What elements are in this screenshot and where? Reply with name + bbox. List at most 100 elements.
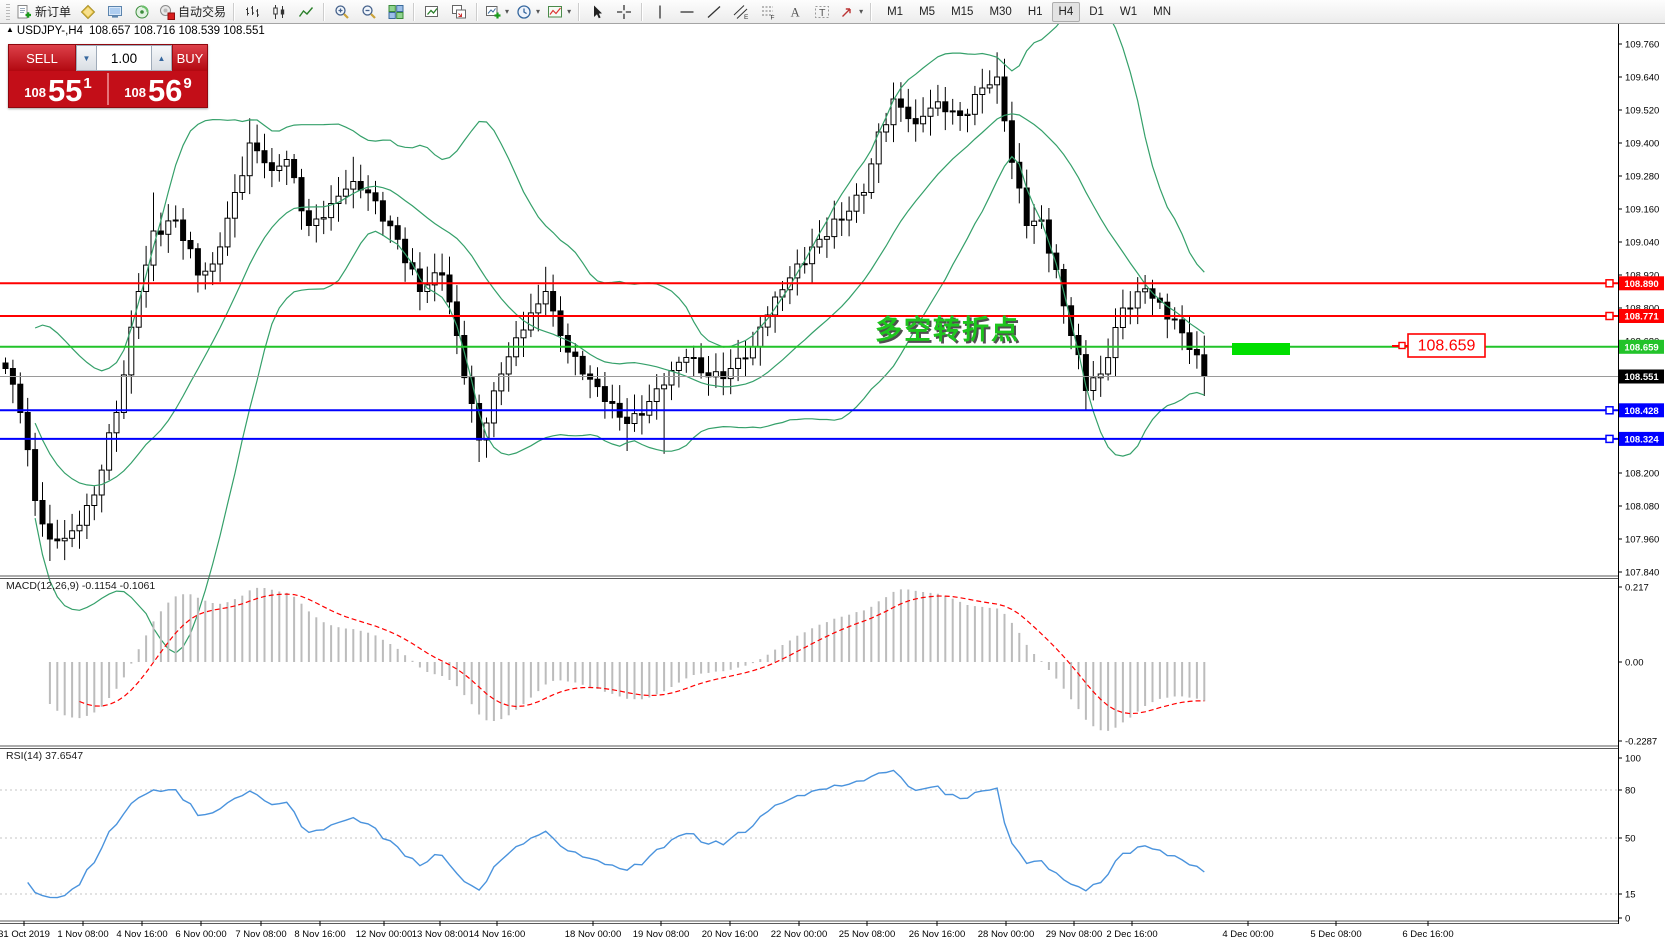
cascade-windows-button[interactable] [446,2,472,22]
timeframe-mn[interactable]: MN [1153,5,1172,18]
buy-price[interactable]: 108 56 9 [109,71,207,107]
horizontal-lines[interactable] [0,279,1618,444]
volume-value[interactable]: 1.00 [97,45,151,71]
equidistant-channel-tool-button[interactable]: E [728,2,754,22]
svg-text:-0.2287: -0.2287 [1625,737,1657,748]
indicators-button[interactable]: ▾ [544,2,574,22]
ohlc-values: 108.657 108.716 108.539 108.551 [88,25,265,37]
toolbar-separator [476,2,479,21]
one-click-trading-panel: SELL ▼ 1.00 ▲ BUY 108 55 1 108 56 9 [8,44,208,108]
svg-text:109.760: 109.760 [1625,40,1659,51]
arrange-windows-button[interactable] [419,2,445,22]
volume-decrease-button[interactable]: ▼ [76,45,97,71]
fibonacci-icon: F [762,6,775,20]
timeframe-toolbar: M1 M5 M15 M30 H1 H4 D1 W1 MN [880,1,1178,22]
panel-separators[interactable] [0,575,1618,924]
navigator-icon [135,5,149,18]
horizontal-line-icon [680,10,694,13]
svg-text:13 Nov 08:00: 13 Nov 08:00 [412,929,469,940]
collapse-arrow-icon[interactable]: ▲ [6,25,14,34]
candlestick-chart-button[interactable] [266,2,292,22]
svg-text:50: 50 [1625,834,1636,845]
svg-text:107.960: 107.960 [1625,535,1659,546]
rsi-value: 37.6547 [45,750,84,762]
svg-text:29 Nov 08:00: 29 Nov 08:00 [1046,929,1103,940]
fibonacci-tool-button[interactable]: F [755,2,781,22]
cursor-tool-button[interactable] [584,2,610,22]
svg-text:T: T [819,7,826,19]
svg-text:108.771: 108.771 [1624,312,1659,323]
svg-text:14 Nov 16:00: 14 Nov 16:00 [469,929,526,940]
timeframe-m15[interactable]: M15 [951,5,974,18]
svg-text:15: 15 [1625,890,1636,901]
autotrading-button[interactable]: 自动交易 [156,2,229,22]
bollinger-bands [34,0,1205,654]
market-watch-button[interactable] [102,2,128,22]
arrange-windows-icon [425,5,439,17]
zoom-out-icon [362,4,376,19]
svg-text:108.659: 108.659 [1418,338,1476,355]
bar-chart-icon [246,5,260,17]
toolbar-separator [578,2,581,21]
crosshair-tool-button[interactable] [611,2,637,22]
text-tool-button[interactable]: A [782,2,808,22]
svg-text:108.551: 108.551 [1624,372,1659,383]
macd-histogram [48,587,1206,731]
zoom-in-button[interactable] [329,2,355,22]
profile-button[interactable] [75,2,101,22]
line-chart-button[interactable] [293,2,319,22]
bar-chart-button[interactable] [239,2,265,22]
navigator-button[interactable] [129,2,155,22]
vertical-line-tool-button[interactable] [647,2,673,22]
trade-panel-top-row: SELL ▼ 1.00 ▲ BUY [9,45,207,71]
toolbar-grip[interactable] [6,3,10,20]
svg-text:A: A [791,5,800,19]
svg-text:1 Nov 08:00: 1 Nov 08:00 [57,929,108,940]
arrows-tool-button[interactable]: ▾ [836,2,866,22]
svg-text:0: 0 [1625,914,1630,925]
cursor-icon [594,5,603,18]
svg-text:109.280: 109.280 [1625,172,1659,183]
svg-text:100: 100 [1625,754,1641,765]
timeframe-m5[interactable]: M5 [919,5,936,18]
indicators-icon [548,5,563,17]
timeframe-w1[interactable]: W1 [1119,5,1138,18]
horizontal-line-tool-button[interactable] [674,2,700,22]
tile-windows-button[interactable] [383,2,409,22]
sell-price[interactable]: 108 55 1 [9,71,107,107]
timeframe-h1[interactable]: H1 [1027,5,1043,18]
toolbar-separator [323,2,326,21]
svg-text:108.200: 108.200 [1625,469,1659,480]
svg-text:6 Nov 00:00: 6 Nov 00:00 [175,929,226,940]
svg-text:109.640: 109.640 [1625,73,1659,84]
new-chart-button[interactable]: ▾ [482,2,512,22]
trendline-tool-button[interactable] [701,2,727,22]
crosshair-icon [617,4,632,19]
svg-text:108.659: 108.659 [1624,342,1658,353]
new-order-button[interactable]: 新订单 [13,2,74,22]
svg-text:8 Nov 16:00: 8 Nov 16:00 [294,929,345,940]
price-divider [107,73,109,105]
zoom-out-button[interactable] [356,2,382,22]
chart-annotation: 多空转折点 [875,315,1020,345]
buy-button[interactable]: BUY [172,45,207,71]
trendline-icon [707,5,721,18]
macd-values: -0.1154 -0.1061 [81,580,156,592]
chart-period-button[interactable]: ▾ [513,2,543,22]
candlestick-chart-icon [273,4,285,19]
timeframe-m1[interactable]: M1 [887,5,904,18]
volume-increase-button[interactable]: ▲ [151,45,172,71]
macd-signal-line [79,593,1205,715]
svg-text:7 Nov 08:00: 7 Nov 08:00 [235,929,286,940]
trade-panel-prices: 108 55 1 108 56 9 [9,71,207,107]
svg-text:108.428: 108.428 [1624,406,1658,417]
timeframe-m30[interactable]: M30 [989,5,1012,18]
sell-button[interactable]: SELL [9,45,76,71]
timeframe-d1[interactable]: D1 [1089,5,1104,18]
text-label-tool-button[interactable]: T [809,2,835,22]
svg-text:107.840: 107.840 [1625,568,1659,579]
arrows-icon [842,7,851,17]
volume-spinner: ▼ 1.00 ▲ [76,45,172,71]
timeframe-h4[interactable]: H4 [1051,1,1081,22]
